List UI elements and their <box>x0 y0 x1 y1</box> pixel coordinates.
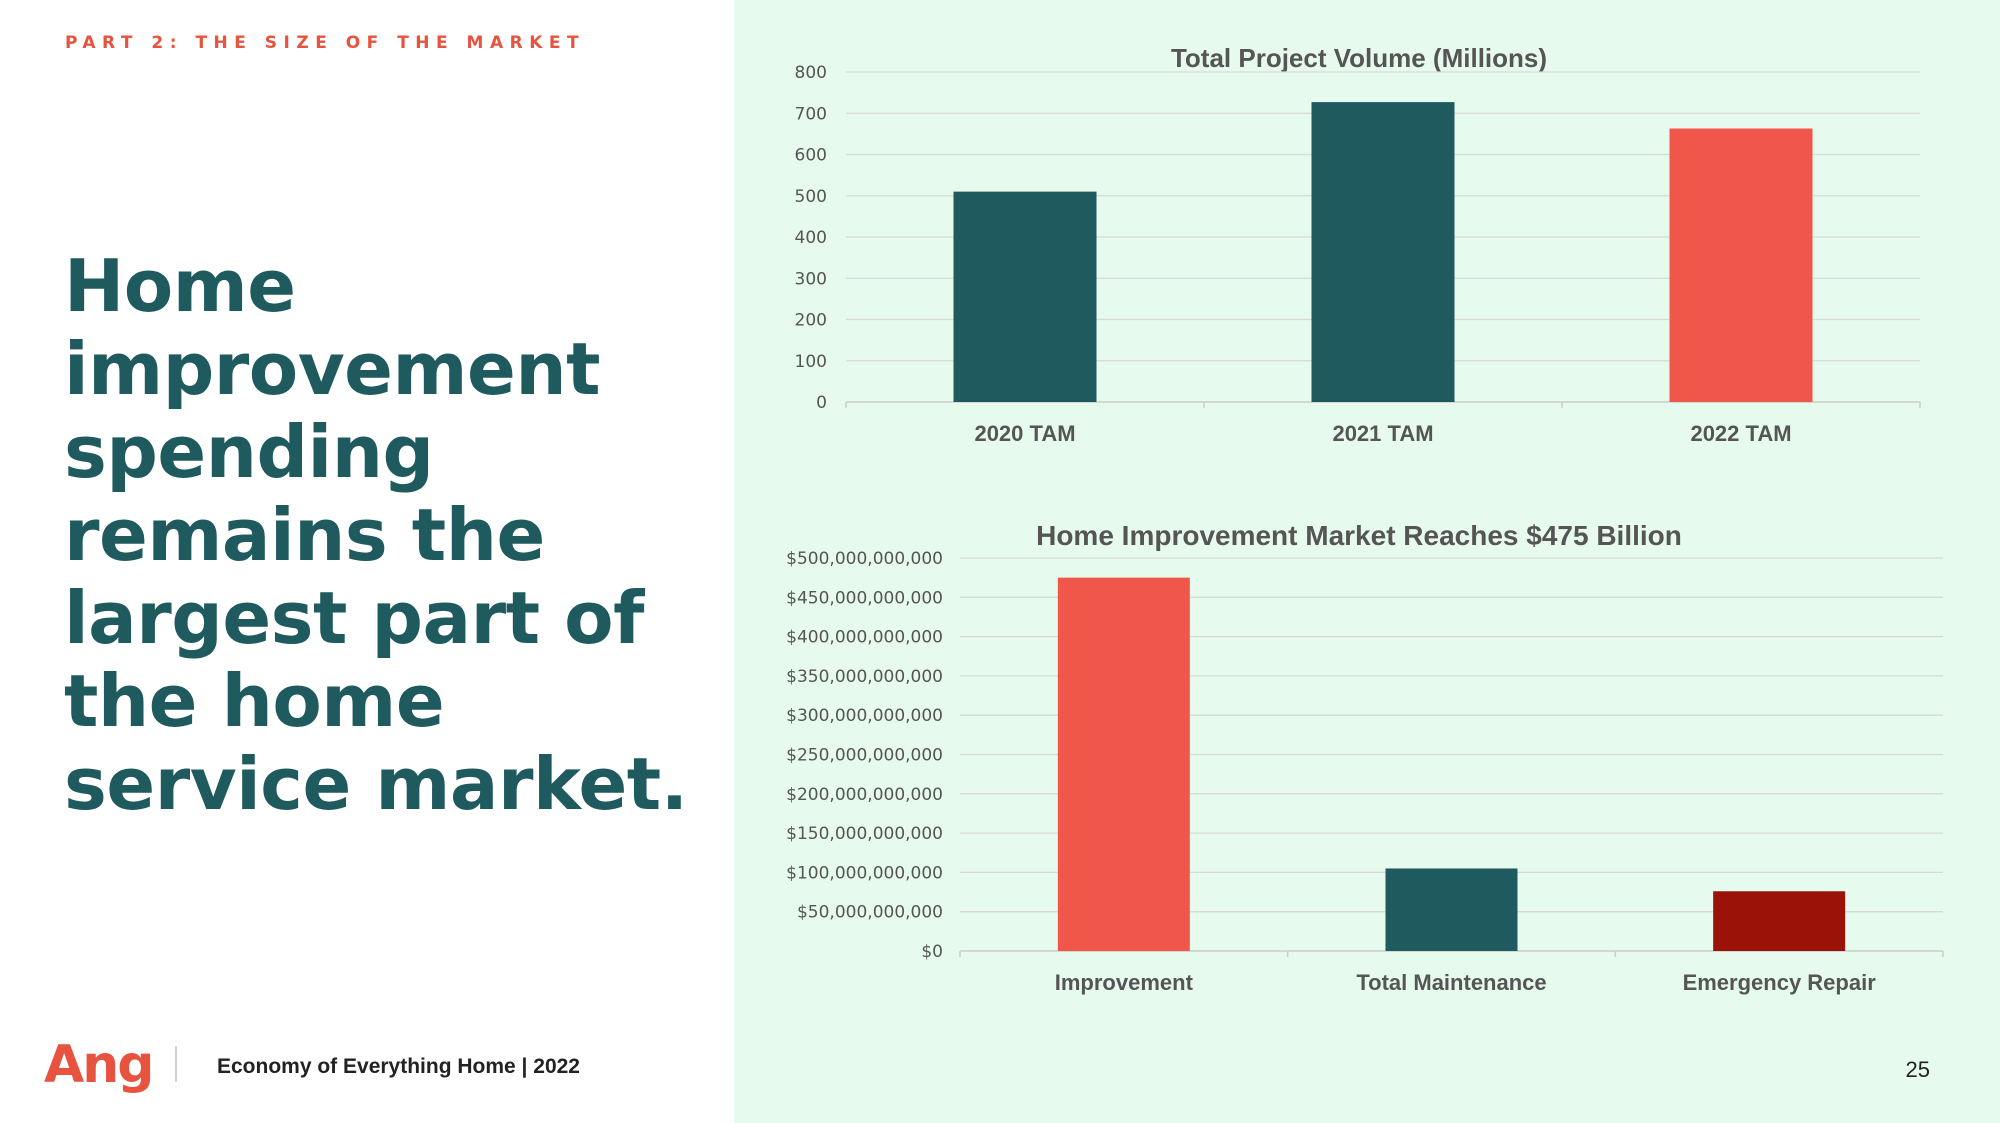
volume-chart-y-tick-label: 500 <box>795 187 827 207</box>
market-chart-y-tick-label: $100,000,000,000 <box>786 863 943 883</box>
volume-chart-y-tick-label: 0 <box>816 393 827 413</box>
market-chart-y-tick-label: $500,000,000,000 <box>786 549 943 569</box>
market-chart-category-label: Improvement <box>1055 970 1194 995</box>
volume-chart-y-tick-label: 800 <box>795 63 827 83</box>
market-chart-category-label: Emergency Repair <box>1683 970 1877 995</box>
market-chart-title: Home Improvement Market Reaches $475 Bil… <box>1036 520 1682 551</box>
market-chart-bar <box>1713 891 1846 951</box>
volume-chart-bar <box>1311 102 1455 403</box>
volume-chart-y-tick-label: 200 <box>795 311 827 331</box>
volume-chart-bar <box>953 191 1097 402</box>
page-number: 25 <box>1905 1057 1930 1082</box>
market-chart-y-tick-label: $250,000,000,000 <box>786 746 943 766</box>
section-label: PART 2: THE SIZE OF THE MARKET <box>65 33 586 53</box>
footer-text: Economy of Everything Home | 2022 <box>217 1055 580 1078</box>
market-chart-y-tick-label: $0 <box>921 942 943 962</box>
headline: Home improvement spending remains the la… <box>64 244 688 826</box>
footer-divider <box>175 1046 177 1082</box>
market-chart-y-tick-label: $400,000,000,000 <box>786 628 943 648</box>
volume-chart-y-tick-label: 400 <box>795 228 827 248</box>
volume-chart-y-tick-label: 300 <box>795 269 827 289</box>
market-chart-y-tick-label: $450,000,000,000 <box>786 588 943 608</box>
market-chart-y-tick-label: $300,000,000,000 <box>786 706 943 726</box>
volume-chart-bar <box>1669 128 1813 402</box>
angi-logo-text: Angi <box>44 1035 154 1095</box>
market-chart-y-tick-label: $50,000,000,000 <box>797 903 943 923</box>
volume-chart-y-tick-label: 700 <box>795 104 827 124</box>
market-chart-category-label: Total Maintenance <box>1356 970 1546 995</box>
left-panel: PART 2: THE SIZE OF THE MARKET Home impr… <box>0 0 734 1123</box>
volume-chart-category-label: 2020 TAM <box>974 421 1075 446</box>
volume-chart-category-label: 2021 TAM <box>1332 421 1433 446</box>
market-chart-y-tick-label: $200,000,000,000 <box>786 785 943 805</box>
volume-chart-category-label: 2022 TAM <box>1690 421 1791 446</box>
market-chart-y-tick-label: $150,000,000,000 <box>786 824 943 844</box>
volume-chart-title: Total Project Volume (Millions) <box>1171 43 1547 73</box>
volume-chart-y-tick-label: 600 <box>795 146 827 166</box>
market-chart-y-tick-label: $350,000,000,000 <box>786 667 943 687</box>
market-chart-bar <box>1057 577 1190 951</box>
angi-logo: Angi <box>44 1035 154 1095</box>
chart-project-volume: Total Project Volume (Millions) 0 100 200 30… <box>795 43 1921 446</box>
market-chart-bar <box>1385 868 1518 951</box>
volume-chart-y-tick-label: 100 <box>795 352 827 372</box>
